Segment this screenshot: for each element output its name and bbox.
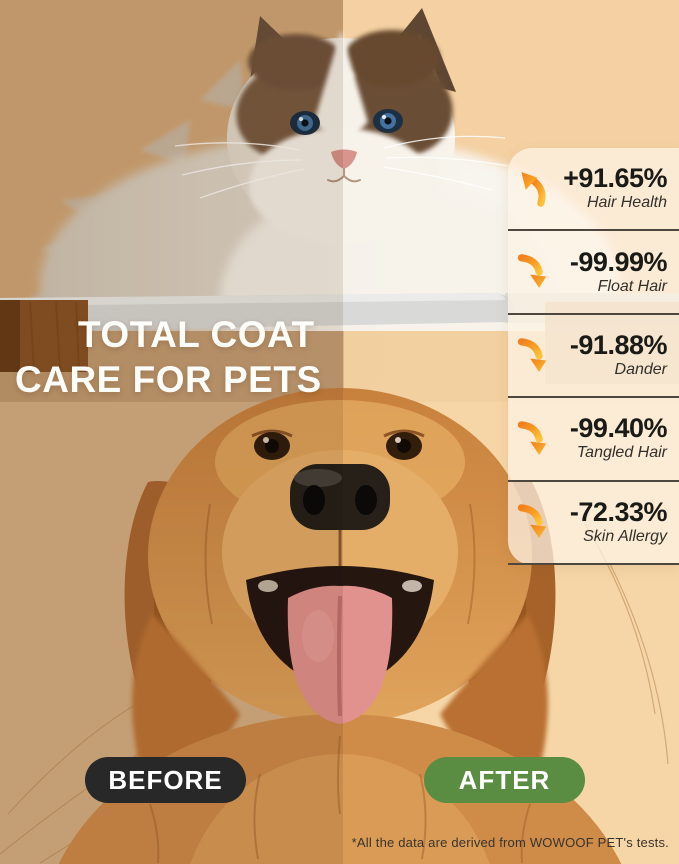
cat-muzzle [249,128,433,244]
stat-row-float-hair: -99.99% Float Hair [508,231,679,315]
dog-tooth-right [402,580,422,592]
stat-row-dander: -91.88% Dander [508,315,679,399]
dog-tooth-left [258,580,278,592]
stat-row-skin-allergy: -72.33% Skin Allergy [508,482,679,566]
trend-down-arrow-icon [517,254,547,289]
dog-nostril-left [303,485,325,515]
headline-line-1: TOTAL COAT [78,314,315,355]
stats-panel: +91.65% Hair Health -99.99% Float Hair -… [508,148,679,566]
stat-label: Hair Health [586,194,667,212]
stat-value: +91.65% [563,163,667,194]
before-button[interactable]: BEFORE [85,757,246,803]
stat-label: Float Hair [597,277,667,295]
cat-forehead-right [344,30,440,86]
stat-value: -72.33% [569,496,668,527]
after-button[interactable]: AFTER [424,757,585,803]
dog-tongue-crease [337,595,342,717]
headline-line-2: CARE FOR PETS [15,359,322,400]
dog-nostril-right [355,485,377,515]
dog-cheek-ruff-right [440,614,548,776]
dog-nose-highlight [294,469,342,487]
trend-down-arrow-icon [517,421,547,455]
stat-label: Tangled Hair [576,444,667,462]
stat-value: -99.40% [569,413,668,444]
headline: TOTAL COAT CARE FOR PETS [0,312,679,402]
trend-up-arrow-icon [521,171,546,207]
stat-value: -91.88% [569,330,668,361]
dog-tongue-highlight [302,610,334,662]
stat-label: Dander [614,361,667,379]
stat-row-tangled-hair: -99.40% Tangled Hair [508,398,679,482]
stat-row-hair-health: +91.65% Hair Health [508,148,679,232]
stat-value: -99.99% [569,246,668,277]
footnote: *All the data are derived from WOWOOF PE… [351,835,669,850]
stat-label: Skin Allergy [583,527,667,545]
trend-down-arrow-icon [517,504,547,539]
trend-down-arrow-icon [517,337,547,372]
